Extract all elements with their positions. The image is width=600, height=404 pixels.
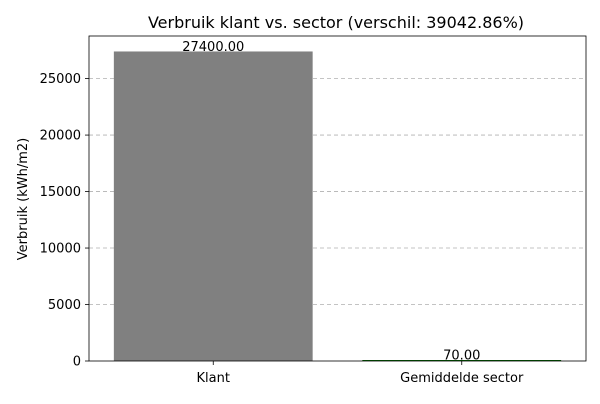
y-tick-label: 25000 — [40, 72, 81, 87]
y-ticks-layer: 0 5000 10000 15000 20000 25000 — [40, 72, 89, 370]
y-tick-label: 15000 — [40, 185, 81, 200]
grid-layer — [89, 78, 586, 305]
chart-title: Verbruik klant vs. sector (verschil: 390… — [148, 13, 524, 32]
bars-layer — [113, 51, 562, 361]
x-ticks-layer: Klant Gemiddelde sector — [197, 361, 524, 386]
bar-value-label: 27400.00 — [182, 40, 244, 55]
y-tick-label: 0 — [73, 355, 81, 370]
y-axis-label: Verbruik (kWh/m2) — [16, 138, 31, 260]
bar-klant — [113, 51, 313, 361]
axes-layer — [88, 35, 587, 362]
x-tick-label: Gemiddelde sector — [400, 371, 524, 386]
plot-frame — [88, 35, 587, 362]
y-tick-label: 20000 — [40, 129, 81, 144]
bar-gemiddelde-sector — [362, 360, 562, 361]
bar-value-label: 70.00 — [443, 349, 480, 364]
x-tick-label: Klant — [197, 371, 230, 386]
y-tick-label: 5000 — [48, 298, 81, 313]
y-tick-label: 10000 — [40, 242, 81, 257]
value-labels-layer: 27400.00 70.00 — [182, 40, 480, 364]
